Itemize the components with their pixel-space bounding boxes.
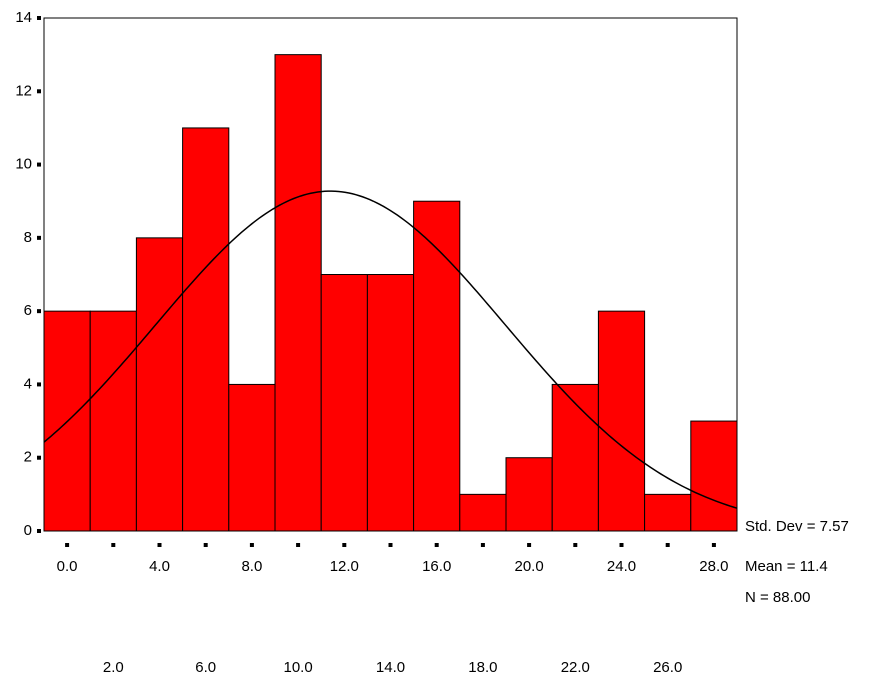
x-tick-mark <box>111 543 116 547</box>
x-tick-label: 16.0 <box>422 558 451 575</box>
bar <box>551 383 599 532</box>
x-tick-mark <box>65 543 70 547</box>
y-tick-mark <box>37 382 41 387</box>
x-tick-label: 20.0 <box>514 558 543 575</box>
bar <box>274 54 322 532</box>
stat-label: Std. Dev = 7.57 <box>745 518 849 535</box>
bar <box>366 274 415 532</box>
x-tick-mark <box>527 543 532 547</box>
y-tick-mark <box>37 16 41 20</box>
y-tick-label: 10 <box>15 156 32 173</box>
x-tick-label: 6.0 <box>195 659 216 676</box>
y-tick-mark <box>37 529 41 533</box>
x-tick-mark <box>388 543 393 547</box>
bar <box>505 457 553 532</box>
bar <box>182 127 230 532</box>
x-tick-label: 10.0 <box>283 659 312 676</box>
y-tick-label: 4 <box>24 375 32 392</box>
bar <box>43 310 91 532</box>
x-tick-label: 8.0 <box>241 558 262 575</box>
x-tick-label: 14.0 <box>376 659 405 676</box>
y-tick-label: 6 <box>24 302 32 319</box>
x-tick-mark <box>203 543 208 547</box>
x-tick-mark <box>619 543 624 547</box>
x-tick-mark <box>480 543 485 547</box>
y-tick-mark <box>37 455 41 460</box>
normal-curve <box>43 190 738 509</box>
x-tick-mark <box>665 543 670 547</box>
y-tick-mark <box>37 235 41 240</box>
bar <box>690 420 738 532</box>
bar <box>135 237 184 532</box>
bar <box>320 274 368 532</box>
stat-label: Mean = 11.4 <box>745 558 828 575</box>
x-tick-label: 28.0 <box>699 558 728 575</box>
x-tick-label: 22.0 <box>561 659 590 676</box>
x-tick-mark <box>573 543 578 547</box>
x-tick-mark <box>711 543 716 547</box>
x-tick-label: 0.0 <box>57 558 78 575</box>
x-tick-mark <box>249 543 254 547</box>
y-tick-label: 14 <box>15 9 32 26</box>
x-tick-label: 24.0 <box>607 558 636 575</box>
y-tick-label: 2 <box>24 449 32 466</box>
y-tick-label: 0 <box>24 522 32 539</box>
x-tick-label: 18.0 <box>468 659 497 676</box>
x-tick-label: 4.0 <box>149 558 170 575</box>
bar <box>459 493 507 532</box>
x-tick-label: 26.0 <box>653 659 682 676</box>
y-tick-mark <box>37 309 41 314</box>
bar <box>228 383 276 532</box>
x-tick-mark <box>342 543 347 547</box>
x-tick-mark <box>157 543 162 547</box>
x-tick-label: 2.0 <box>103 659 124 676</box>
bar <box>413 200 461 532</box>
y-tick-mark <box>37 89 41 94</box>
bar <box>89 310 137 532</box>
x-tick-mark <box>434 543 439 547</box>
y-tick-label: 12 <box>15 82 32 99</box>
x-tick-mark <box>296 543 301 547</box>
bar <box>644 493 692 532</box>
bar <box>597 310 646 532</box>
x-tick-label: 12.0 <box>330 558 359 575</box>
stat-label: N = 88.00 <box>745 589 810 606</box>
y-tick-mark <box>37 162 41 167</box>
y-tick-label: 8 <box>24 229 32 246</box>
